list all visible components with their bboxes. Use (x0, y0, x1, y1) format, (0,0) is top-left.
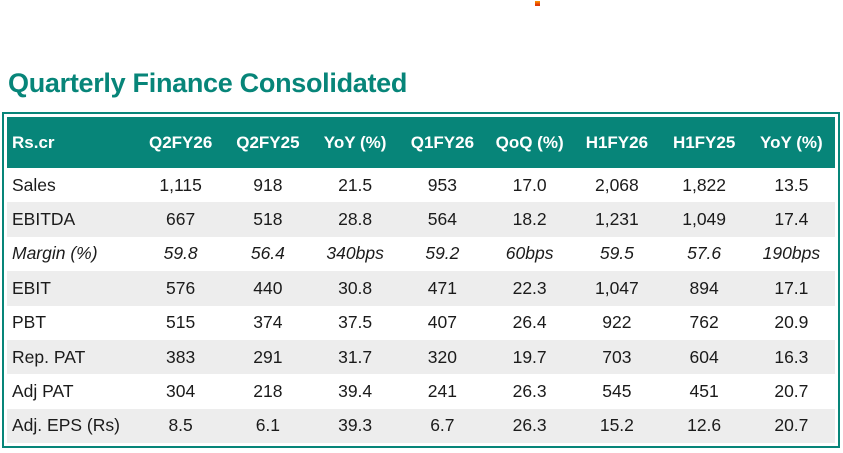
table-cell: 12.6 (687, 415, 722, 436)
table-cell: 407 (427, 312, 457, 333)
table-cell: 20.9 (774, 312, 809, 333)
header-cell-h1fy25: H1FY25 (660, 117, 748, 168)
header-cell-q2fy25: Q2FY25 (224, 117, 312, 168)
table-cell: 604 (689, 346, 719, 367)
row-label: Adj PAT (12, 380, 74, 401)
header-cell-yoy-h1: YoY (%) (747, 117, 835, 168)
table-cell: 20.7 (774, 415, 809, 436)
table-cell: 241 (427, 380, 457, 401)
table-cell: 918 (253, 174, 283, 195)
table-cell: 37.5 (338, 312, 373, 333)
row-label: Rep. PAT (12, 346, 86, 367)
table-cell: 304 (166, 380, 196, 401)
table-cell: 28.8 (338, 209, 373, 230)
header-cell-q2fy26: Q2FY26 (137, 117, 225, 168)
table-cell: 1,231 (594, 209, 639, 230)
table-cell: 953 (427, 174, 457, 195)
table-cell: 17.4 (774, 209, 809, 230)
table-cell: 190bps (762, 243, 821, 264)
table-cell: 18.2 (512, 209, 547, 230)
table-cell: 576 (166, 277, 196, 298)
table-row: PBT 515 374 37.5 407 26.4 922 762 20.9 (7, 306, 835, 340)
table-cell: 31.7 (338, 346, 373, 367)
table-cell: 26.4 (512, 312, 547, 333)
table-row: Rep. PAT 383 291 31.7 320 19.7 703 604 16.3 (7, 339, 835, 375)
table-row: EBITDA 667 518 28.8 564 18.2 1,231 1,049 17.4 (7, 202, 835, 237)
table-cell: 440 (253, 277, 283, 298)
table-cell: 15.2 (599, 415, 634, 436)
table-header: Rs.cr Q2FY26 Q2FY25 YoY (%) Q1FY26 QoQ (… (7, 117, 835, 168)
table-cell: 22.3 (512, 277, 547, 298)
table-cell: 1,047 (594, 277, 639, 298)
table-cell: 340bps (326, 243, 384, 264)
table-cell: 59.8 (163, 243, 198, 264)
table-cell: 471 (427, 277, 457, 298)
header-cell-rscr: Rs.cr (7, 117, 137, 168)
table-cell: 26.3 (512, 415, 547, 436)
table-cell: 218 (253, 380, 283, 401)
table-cell: 545 (602, 380, 632, 401)
table-header-row: Rs.cr Q2FY26 Q2FY25 YoY (%) Q1FY26 QoQ (… (7, 117, 835, 168)
table-cell: 56.4 (250, 243, 285, 264)
table-row: Adj. EPS (Rs) 8.5 6.1 39.3 6.7 26.3 15.2 12.6 20… (7, 408, 835, 443)
table-cell: 17.0 (512, 174, 547, 195)
table-cell: 6.1 (255, 415, 281, 436)
header-cell-q1fy26: Q1FY26 (398, 117, 486, 168)
table-cell: 667 (166, 209, 196, 230)
table-cell: 451 (689, 380, 719, 401)
table-cell: 2,068 (594, 174, 639, 195)
table-cell: 1,822 (682, 174, 727, 195)
table-cell: 1,049 (682, 209, 727, 230)
table-cell: 13.5 (774, 174, 809, 195)
table-cell: 21.5 (338, 174, 373, 195)
table-cell: 894 (689, 277, 719, 298)
table-body: Sales 1,115 918 21.5 953 17.0 2,068 1,822 13.5 EB… (7, 168, 835, 443)
table-cell: 383 (166, 346, 196, 367)
page-title: Quarterly Finance Consolidated (8, 68, 408, 98)
header-cell-h1fy26: H1FY26 (573, 117, 661, 168)
table-cell: 39.3 (338, 415, 373, 436)
table-cell: 518 (253, 209, 283, 230)
table-cell: 57.6 (687, 243, 722, 264)
table-cell: 60bps (505, 243, 554, 264)
orange-marker-dot (535, 1, 540, 6)
finance-table-frame: Rs.cr Q2FY26 Q2FY25 YoY (%) Q1FY26 QoQ (… (2, 112, 840, 448)
table-cell: 1,115 (159, 174, 202, 195)
table-row: EBIT 576 440 30.8 471 22.3 1,047 894 17.1 (7, 271, 835, 306)
table-cell: 291 (253, 346, 283, 367)
table-cell: 762 (689, 312, 719, 333)
row-label: Margin (%) (12, 243, 98, 264)
table-cell: 564 (427, 209, 457, 230)
table-cell: 20.7 (774, 380, 809, 401)
row-label: Adj. EPS (Rs) (12, 415, 120, 436)
table-cell: 922 (602, 312, 632, 333)
table-cell: 515 (166, 312, 196, 333)
table-cell: 59.2 (425, 243, 460, 264)
row-label: Sales (12, 174, 56, 195)
table-cell: 703 (602, 346, 632, 367)
row-label: EBIT (12, 277, 51, 298)
table-cell: 39.4 (338, 380, 373, 401)
finance-table: Rs.cr Q2FY26 Q2FY25 YoY (%) Q1FY26 QoQ (… (7, 117, 835, 443)
row-label: EBITDA (12, 209, 76, 230)
table-row: Adj PAT 304 218 39.4 241 26.3 545 451 20.7 (7, 374, 835, 408)
table-cell: 8.5 (168, 415, 193, 436)
table-cell: 26.3 (512, 380, 547, 401)
header-cell-qoq: QoQ (%) (486, 117, 574, 168)
row-label: PBT (12, 312, 47, 333)
table-cell: 6.7 (430, 415, 455, 436)
table-cell: 59.5 (599, 243, 634, 264)
table-cell: 30.8 (338, 277, 373, 298)
table-cell: 17.1 (774, 277, 809, 298)
table-cell: 374 (253, 312, 283, 333)
header-cell-yoy: YoY (%) (311, 117, 399, 168)
table-cell: 320 (427, 346, 457, 367)
table-row: Sales 1,115 918 21.5 953 17.0 2,068 1,822 13.5 (7, 168, 835, 202)
table-cell: 16.3 (774, 346, 809, 367)
table-row: Margin (%) 59.8 56.4 340bps 59.2 60bps 59.5 57.… (7, 237, 835, 271)
table-cell: 19.7 (512, 346, 547, 367)
